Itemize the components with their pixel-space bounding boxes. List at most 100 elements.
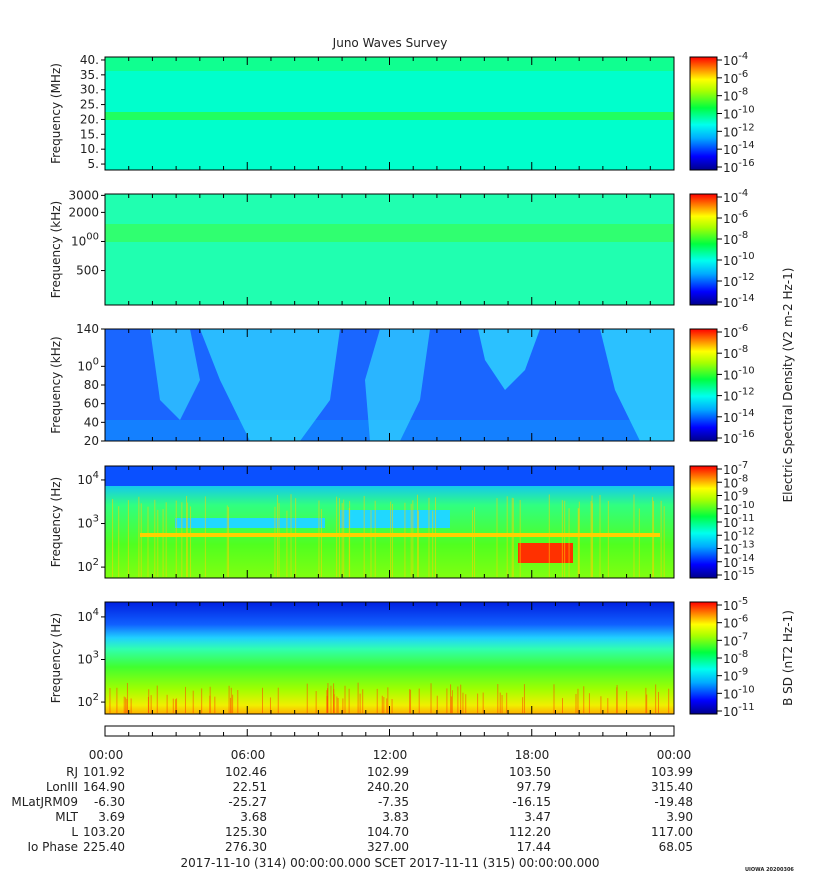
colorbar-1-tick-label: 10-14 bbox=[723, 140, 755, 157]
ephemeris-value: 125.30 bbox=[225, 825, 267, 839]
colorbar-2-tick-label: 10-6 bbox=[723, 209, 748, 226]
colorbar-4-tick-label: 10-12 bbox=[723, 526, 755, 543]
colorbar-1-tick-label: 10-12 bbox=[723, 122, 755, 139]
panel-1 bbox=[104, 56, 675, 171]
ephemeris-value: 97.79 bbox=[516, 780, 551, 794]
ephemeris-value: 3.83 bbox=[382, 810, 409, 824]
colorbar-3-tick-label: 10-16 bbox=[723, 429, 755, 446]
ephemeris-value: 103.99 bbox=[651, 765, 693, 779]
ephemeris-value: 112.20 bbox=[509, 825, 551, 839]
colorbar-5-gradient bbox=[689, 601, 718, 715]
ephemeris-time-3: 18:00 bbox=[514, 748, 550, 762]
colorbar-5-tick-label: 10-5 bbox=[723, 596, 748, 613]
ephemeris-label: LonIII bbox=[45, 780, 78, 794]
colorbar-1-tick-label: 10-4 bbox=[723, 51, 748, 68]
panel-3-ytick-label: 100 bbox=[77, 356, 99, 373]
uiowa-stamp: UIOWA 20200306 bbox=[745, 867, 794, 873]
colorbar-5-tick-label: 10-9 bbox=[723, 667, 748, 684]
ephemeris-value: 68.05 bbox=[658, 840, 693, 854]
colorbar-5-tick-label: 10-10 bbox=[723, 684, 755, 701]
ephemeris-value: 3.90 bbox=[666, 810, 693, 824]
panel-3-ytick-label: 60 bbox=[84, 397, 99, 411]
colorbar-2-tick-label: 10-8 bbox=[723, 230, 748, 247]
ephemeris-value: 164.90 bbox=[83, 780, 125, 794]
panel-4-plateau-a bbox=[175, 518, 325, 528]
panel-2-band-1mhz bbox=[105, 224, 674, 242]
panel-3 bbox=[104, 328, 675, 442]
ephemeris-value: 22.51 bbox=[232, 780, 267, 794]
ephemeris-value: 3.68 bbox=[240, 810, 267, 824]
ephemeris-label: L bbox=[71, 825, 78, 839]
panel-3-ytick-label: 140 bbox=[76, 322, 99, 336]
colorbar-2-tick-label: 10-12 bbox=[723, 272, 755, 289]
panel-1-ytick-label: 40. bbox=[80, 53, 99, 67]
panel-2-ylabel: Frequency (kHz) bbox=[49, 201, 63, 298]
colorbar-3-tick-label: 10-6 bbox=[723, 323, 748, 340]
ephemeris-value: 102.46 bbox=[225, 765, 267, 779]
ephemeris-value: 17.44 bbox=[516, 840, 551, 854]
colorbar-2-gradient bbox=[689, 193, 718, 306]
panel-1-ylabel: Frequency (MHz) bbox=[49, 63, 63, 164]
ephemeris-value: 104.70 bbox=[367, 825, 409, 839]
panel-4-ytick-label: 103 bbox=[77, 514, 99, 531]
ephemeris-value: 3.47 bbox=[524, 810, 551, 824]
colorbar-3-tick-label: 10-12 bbox=[723, 387, 755, 404]
ephemeris-value: 103.50 bbox=[509, 765, 551, 779]
panel-4-plateau-b bbox=[340, 510, 450, 528]
colorbar-3-tick-label: 10-14 bbox=[723, 408, 755, 425]
ephemeris-value: -19.48 bbox=[654, 795, 693, 809]
colorbar-1-gradient bbox=[689, 56, 718, 171]
panel-5-background bbox=[105, 602, 674, 714]
panel-1-ytick-label: 35. bbox=[80, 68, 99, 82]
panel-5-ytick-label: 103 bbox=[77, 649, 99, 666]
ephemeris-time-2: 12:00 bbox=[372, 748, 408, 762]
ephemeris-value: -16.15 bbox=[512, 795, 551, 809]
panel-1-band-22mhz bbox=[105, 112, 674, 120]
colorbar-5-tick-label: 10-6 bbox=[723, 614, 748, 631]
colorbar-4-tick-label: 10-14 bbox=[723, 553, 755, 570]
colorbar-2-tick-label: 10-10 bbox=[723, 251, 755, 268]
colorbar-5-tick-label: 10-11 bbox=[723, 702, 755, 719]
panel-4-ytick-label: 102 bbox=[77, 557, 99, 574]
ephemeris-time-4: 00:00 bbox=[656, 748, 692, 762]
colorbar-4-gradient bbox=[689, 465, 718, 579]
colorbar-2-tick-label: 10-14 bbox=[723, 293, 755, 310]
panel-3-emission-a bbox=[150, 329, 200, 420]
colorbar-4-tick-label: 10-13 bbox=[723, 540, 755, 557]
panel-3-ytick-label: 20 bbox=[84, 434, 99, 448]
panel-5-ylabel: Frequency (Hz) bbox=[49, 613, 63, 704]
colorbar-4 bbox=[689, 465, 718, 579]
ephemeris-value: -25.27 bbox=[228, 795, 267, 809]
colorbar-3-gradient bbox=[689, 328, 718, 442]
ephemeris-value: 315.40 bbox=[651, 780, 693, 794]
panel-5-ytick-label: 104 bbox=[77, 607, 99, 624]
ephemeris-value: -6.30 bbox=[93, 795, 125, 809]
colorbar-4-tick-label: 10-7 bbox=[723, 460, 748, 477]
panel-1-ytick-label: 25. bbox=[80, 98, 99, 112]
colorbar-4-tick-label: 10-15 bbox=[723, 566, 755, 583]
colorbar-1-tick-label: 10-16 bbox=[723, 158, 755, 175]
panel-3-emission-c bbox=[365, 329, 430, 441]
colorbar-2 bbox=[689, 193, 718, 306]
ephemeris-label: MLatJRM09 bbox=[11, 795, 78, 809]
colorbar-3 bbox=[689, 328, 718, 442]
panel-5 bbox=[104, 601, 675, 715]
panel-2-ytick-label: 3000 bbox=[68, 188, 99, 202]
ephemeris-value: -7.35 bbox=[377, 795, 409, 809]
ephemeris-value: 117.00 bbox=[651, 825, 693, 839]
scet-footer: 2017-11-10 (314) 00:00:00.000 SCET 2017-… bbox=[180, 856, 600, 870]
panel-2-ytick-label: 1000 bbox=[71, 231, 99, 248]
panel-5-ytick-label: 102 bbox=[77, 692, 99, 709]
panel-2-ytick-label: 500 bbox=[76, 264, 99, 278]
dynamic-layer: 40.35.30.25.20.15.10.5. Frequency (MHz) 10… bbox=[49, 51, 795, 736]
panel-2-ytick-label: 2000 bbox=[68, 205, 99, 219]
panel-4-ylabel: Frequency (Hz) bbox=[49, 477, 63, 568]
panel-3-ytick-label: 80 bbox=[84, 378, 99, 392]
chart-title: Juno Waves Survey bbox=[332, 36, 448, 50]
panel-4-ytick-label: 104 bbox=[77, 470, 99, 487]
colorbar-3-tick-label: 10-10 bbox=[723, 365, 755, 382]
panel-3-ytick-label: 40 bbox=[84, 415, 99, 429]
ephemeris-value: 240.20 bbox=[367, 780, 409, 794]
panel-1-ytick-label: 30. bbox=[80, 83, 99, 97]
panel-3-emission-d bbox=[478, 329, 540, 390]
